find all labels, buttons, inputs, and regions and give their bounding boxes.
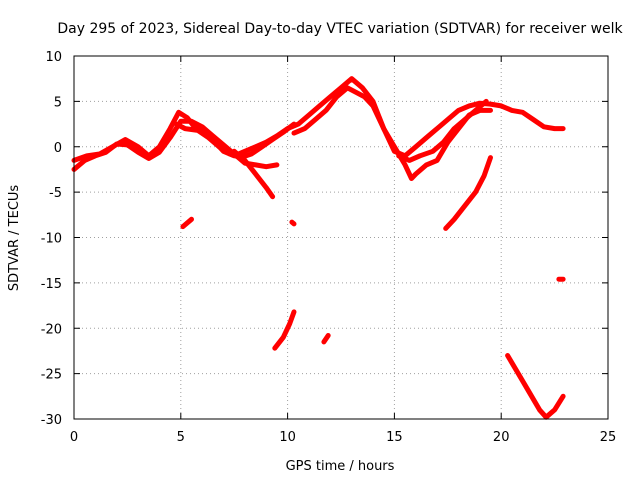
grid <box>74 56 608 419</box>
y-tick-label: -5 <box>49 186 62 201</box>
y-tick-label: 5 <box>54 95 62 110</box>
x-tick-label: 20 <box>493 430 510 445</box>
series-track-10 <box>272 309 297 351</box>
axis-ticks: 0 5 10 15 20 25 10 5 0 -5 -10 -15 -20 -25 -30 <box>41 50 617 445</box>
y-tick-label: -25 <box>41 368 62 383</box>
x-tick-label: 15 <box>386 430 403 445</box>
data-series <box>71 76 566 420</box>
series-track-11 <box>321 333 331 345</box>
series-track-7 <box>443 155 493 231</box>
series-track-8 <box>180 216 194 230</box>
series-track-3 <box>174 121 297 161</box>
series-track-6 <box>396 98 489 163</box>
y-tick-label: 10 <box>45 50 62 65</box>
series-track-9 <box>289 219 297 227</box>
y-tick-label: -10 <box>41 232 62 247</box>
y-tick-label: -15 <box>41 277 62 292</box>
x-tick-label: 5 <box>177 430 185 445</box>
series-track-5 <box>291 85 493 181</box>
y-tick-label: -30 <box>41 413 62 428</box>
y-tick-label: -20 <box>41 322 62 337</box>
y-tick-label: 0 <box>54 141 62 156</box>
y-axis-label: SDTVAR / TECUs <box>7 185 22 292</box>
chart-title: Day 295 of 2023, Sidereal Day-to-day VTE… <box>57 21 623 37</box>
x-axis-label: GPS time / hours <box>286 459 395 474</box>
series-track-4 <box>231 148 276 200</box>
x-tick-label: 10 <box>279 430 296 445</box>
x-tick-label: 25 <box>600 430 617 445</box>
series-track-12 <box>505 353 566 420</box>
x-tick-label: 0 <box>70 430 78 445</box>
